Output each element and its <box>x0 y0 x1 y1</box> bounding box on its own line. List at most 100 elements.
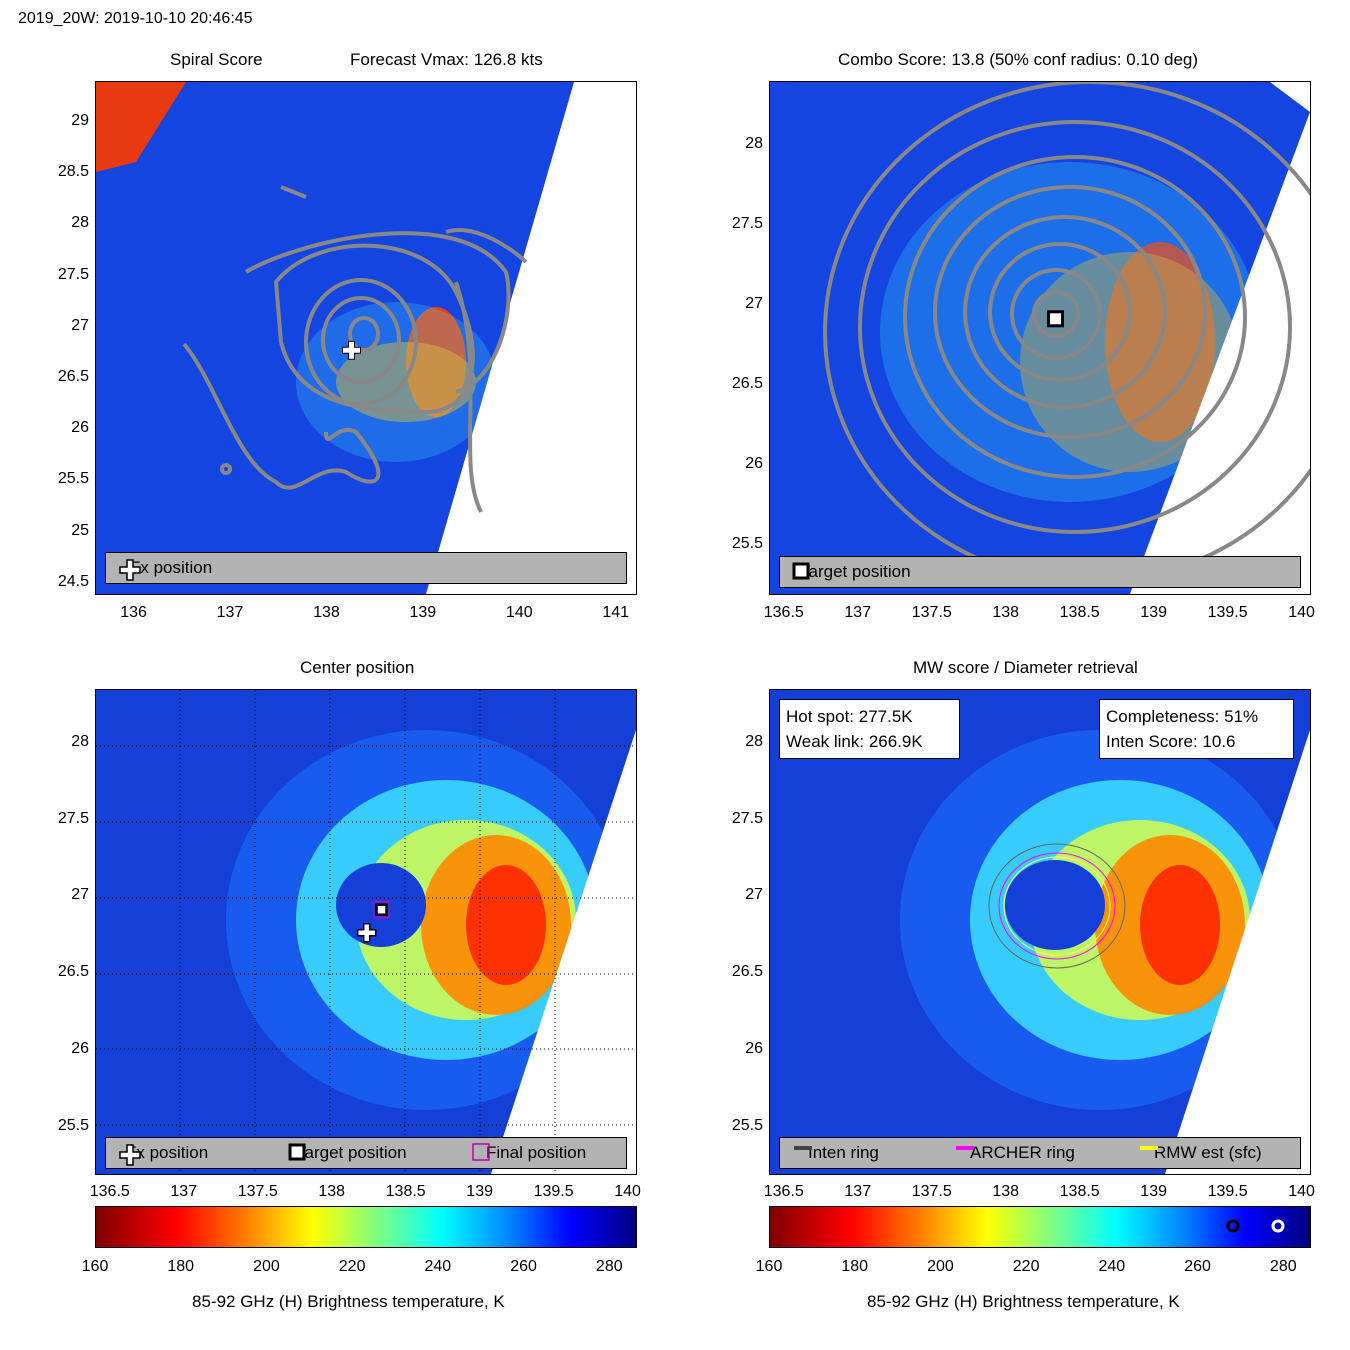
center-plot-svg <box>96 690 636 1174</box>
legend-target-label: Target position <box>296 1143 407 1162</box>
colorbar-left-tick: 200 <box>253 1258 280 1275</box>
fx-position-icon <box>119 1144 141 1166</box>
mw-hotspot-box: Hot spot: 277.5K Weak link: 266.9K <box>779 699 960 759</box>
combo-x-tick: 139.5 <box>1207 604 1248 621</box>
combo-score-plot: Target position <box>769 81 1311 595</box>
center-x-tick: 140 <box>614 1183 641 1200</box>
center-fx-marker <box>356 923 377 943</box>
legend-rmw-label: RMW est (sfc) <box>1154 1143 1262 1162</box>
center-legend: Fx position Target position Final positi… <box>105 1137 627 1169</box>
center-final-marker <box>372 900 391 919</box>
center-position-plot: Fx position Target position Final positi… <box>95 689 637 1175</box>
mw-y-tick: 28 <box>745 732 763 750</box>
spiral-x-tick: 141 <box>602 604 630 621</box>
combo-x-tick: 138.5 <box>1059 604 1100 621</box>
spiral-y-tick: 29 <box>71 111 89 129</box>
spiral-x-tick: 140 <box>505 604 533 621</box>
combo-y-tick: 26 <box>745 455 763 472</box>
colorbar-left <box>95 1206 637 1248</box>
colorbar-left-tick: 220 <box>338 1258 366 1275</box>
colorbar-left-tick: 180 <box>167 1258 195 1275</box>
legend-inten-ring: Inten ring <box>794 1143 879 1163</box>
spiral-vmax: Forecast Vmax: 126.8 kts <box>350 50 543 69</box>
legend-inten-label: Inten ring <box>808 1143 879 1162</box>
combo-legend: Target position <box>779 556 1301 588</box>
colorbar-right-tick: 160 <box>755 1258 783 1275</box>
mw-x-tick: 137 <box>844 1183 872 1200</box>
combo-x-tick: 137 <box>844 604 872 621</box>
spiral-score-plot: Fx position <box>95 81 637 595</box>
spiral-x-tick: 138 <box>313 604 340 621</box>
colorbar-right-label: 85-92 GHz (H) Brightness temperature, K <box>867 1292 1180 1311</box>
legend-archer-label: ARCHER ring <box>970 1143 1075 1162</box>
spiral-y-tick: 25 <box>71 521 89 539</box>
colorbar-left-label: 85-92 GHz (H) Brightness temperature, K <box>192 1292 505 1311</box>
spiral-title: Spiral Score <box>170 50 263 69</box>
inten-score-text: Inten Score: 10.6 <box>1106 732 1236 751</box>
colorbar-left-tick: 240 <box>424 1258 452 1275</box>
spiral-y-tick: 25.5 <box>57 470 89 488</box>
center-x-tick: 137 <box>170 1183 198 1200</box>
mw-y-tick: 25.5 <box>731 1116 763 1134</box>
center-y-tick: 27.5 <box>57 809 89 827</box>
spiral-fx-marker <box>342 340 361 360</box>
center-x-tick: 139 <box>466 1183 493 1200</box>
mw-y-tick: 27 <box>745 886 763 904</box>
colorbar-markers <box>1226 1219 1285 1233</box>
spiral-contours <box>182 185 528 513</box>
mw-y-tick: 27.5 <box>731 809 763 827</box>
combo-x-tick: 138 <box>992 604 1020 621</box>
center-x-tick: 139.5 <box>533 1183 574 1200</box>
mw-title: MW score / Diameter retrieval <box>913 658 1138 677</box>
mw-legend: Inten ring ARCHER ring RMW est (sfc) <box>779 1137 1301 1169</box>
center-x-tick: 138 <box>318 1183 346 1200</box>
center-y-tick: 26 <box>71 1040 89 1058</box>
legend-target-position: Target position <box>792 562 911 582</box>
legend-final-position: Final position <box>472 1143 586 1163</box>
combo-x-tick: 136.5 <box>763 604 804 621</box>
combo-x-tick: 137.5 <box>911 604 952 621</box>
spiral-y-tick: 26 <box>71 419 89 437</box>
spiral-plot-svg <box>96 82 636 594</box>
combo-plot-svg <box>770 82 1310 594</box>
spiral-legend: Fx position <box>105 552 627 584</box>
colorbar-right-tick: 220 <box>1012 1258 1040 1275</box>
combo-y-tick: 25.5 <box>731 535 763 552</box>
center-y-tick: 28 <box>71 732 89 750</box>
spiral-y-tick: 26.5 <box>57 367 89 385</box>
center-y-tick: 26.5 <box>57 963 89 981</box>
spiral-y-tick: 27 <box>71 316 89 334</box>
combo-y-tick: 28 <box>745 135 763 152</box>
combo-title: Combo Score: 13.8 (50% conf radius: 0.10… <box>838 50 1199 69</box>
center-grid <box>96 690 636 1174</box>
mw-y-tick: 26 <box>745 1040 763 1058</box>
colorbar-left-tick: 160 <box>81 1258 109 1275</box>
hotspot-text: Hot spot: 277.5K <box>786 707 913 726</box>
weaklink-marker <box>1226 1219 1240 1233</box>
mw-y-tick: 26.5 <box>731 963 763 981</box>
rmw-swatch <box>1140 1146 1158 1150</box>
combo-x-tick: 140 <box>1288 604 1315 621</box>
target-position-icon <box>792 562 810 580</box>
legend-rmw: RMW est (sfc) <box>1140 1143 1262 1163</box>
mw-x-tick: 139 <box>1140 1183 1167 1200</box>
spiral-y-tick: 28 <box>71 214 89 232</box>
spiral-y-tick: 28.5 <box>57 163 89 181</box>
mw-x-tick: 138.5 <box>1059 1183 1100 1200</box>
legend-fx-position: Fx position <box>118 1143 208 1166</box>
center-target-marker <box>375 903 388 916</box>
legend-target-position: Target position <box>288 1143 407 1163</box>
spiral-y-tick: 27.5 <box>57 265 89 283</box>
colorbar-left-tick: 280 <box>595 1258 623 1275</box>
spiral-x-tick: 136 <box>120 604 147 621</box>
legend-final-label: Final position <box>486 1143 587 1162</box>
colorbar-right-tick: 180 <box>841 1258 869 1275</box>
mw-x-tick: 139.5 <box>1207 1183 1248 1200</box>
legend-fx-position: Fx position <box>118 558 212 581</box>
inten-ring-swatch <box>794 1146 812 1150</box>
fx-position-icon <box>119 559 141 581</box>
combo-x-tick: 139 <box>1140 604 1167 621</box>
figure-title: 2019_20W: 2019-10-10 20:46:45 <box>18 10 253 27</box>
completeness-text: Completeness: 51% <box>1106 707 1259 726</box>
mw-x-tick: 137.5 <box>911 1183 952 1200</box>
